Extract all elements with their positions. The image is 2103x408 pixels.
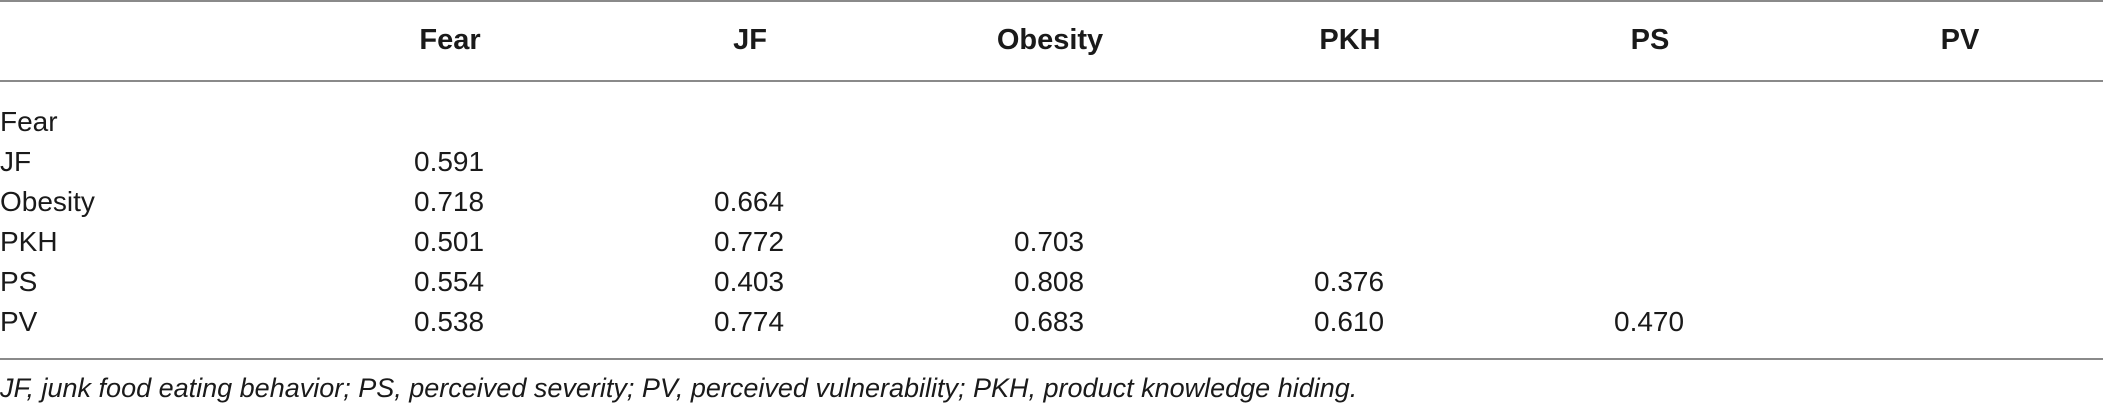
row-label-pv: PV [0, 306, 38, 337]
column-header-pv: PV [1940, 24, 1980, 56]
row-label-jf: JF [0, 146, 32, 177]
column-header-obesity: Obesity [996, 24, 1104, 56]
table-cell: 0.703 [1014, 226, 1085, 257]
column-header-pkh: PKH [1319, 24, 1381, 56]
table-cell: 0.403 [714, 266, 785, 297]
table-cell: 0.376 [1314, 266, 1385, 297]
table-cell: 0.772 [714, 226, 785, 257]
table-cell: 0.591 [414, 146, 485, 177]
table-cell: 0.538 [414, 306, 485, 337]
table-cell: 0.808 [1014, 266, 1085, 297]
row-label-obesity: Obesity [0, 186, 95, 217]
table-bottom-rule [0, 358, 2103, 360]
table-cell: 0.774 [714, 306, 785, 337]
table-cell: 0.683 [1014, 306, 1085, 337]
table-cell: 0.470 [1614, 306, 1685, 337]
table-cell: 0.501 [414, 226, 485, 257]
table-top-rule [0, 0, 2103, 2]
row-label-pkh: PKH [0, 226, 58, 257]
table-cell: 0.554 [414, 266, 485, 297]
column-header-fear: Fear [419, 24, 481, 56]
column-header-ps: PS [1630, 24, 1670, 56]
row-label-ps: PS [0, 266, 38, 297]
row-label-fear: Fear [0, 106, 58, 137]
column-header-jf: JF [733, 24, 767, 56]
table-footnote: JF, junk food eating behavior; PS, perce… [0, 373, 1358, 403]
table-cell: 0.610 [1314, 306, 1385, 337]
table-cell: 0.664 [714, 186, 785, 217]
table-cell: 0.718 [414, 186, 485, 217]
table-header-rule [0, 80, 2103, 82]
